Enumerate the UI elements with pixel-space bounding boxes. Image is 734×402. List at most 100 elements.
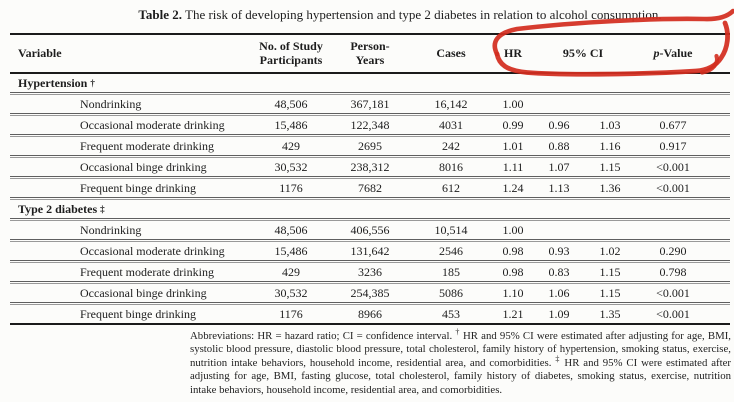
cell-ci-lower: 1.06 <box>548 285 570 300</box>
cell-hr: 1.00 <box>502 222 524 237</box>
row-divider <box>10 92 730 95</box>
double-dagger-symbol: ‡ <box>555 354 561 364</box>
cell-hr: 1.10 <box>502 285 524 300</box>
cell-ci-upper: 1.36 <box>599 180 621 195</box>
table-header-row: Variable No. of Study Participants Person… <box>10 35 730 72</box>
row-divider <box>10 239 730 242</box>
table-caption-text: The risk of developing hypertension and … <box>182 7 662 22</box>
cell-ci-lower: 1.13 <box>548 180 570 195</box>
data-table: Variable No. of Study Participants Person… <box>10 33 730 325</box>
table-row: Frequent moderate drinking 429 2695 242 … <box>10 137 730 155</box>
cell-hr: 1.00 <box>502 96 524 111</box>
cell-variable: Nondrinking <box>80 222 142 237</box>
table-rule-bottom <box>10 323 730 325</box>
section-header-row: Type 2 diabetes ‡ <box>18 201 105 216</box>
cell-participants: 30,532 <box>274 159 308 174</box>
cell-hr: 1.21 <box>502 306 524 321</box>
cell-ci-upper: 1.16 <box>599 138 621 153</box>
cell-ci-lower: 0.88 <box>548 138 570 153</box>
cell-variable: Frequent moderate drinking <box>80 264 214 279</box>
table-body: Hypertension † Nondrinking 48,506 367,181… <box>10 74 730 323</box>
cell-pvalue: <0.001 <box>656 159 690 174</box>
table-row: Occasional moderate drinking 15,486 122,… <box>10 116 730 134</box>
cell-person-years: 8966 <box>358 306 382 321</box>
cell-variable: Frequent binge drinking <box>80 306 196 321</box>
cell-pvalue: <0.001 <box>656 180 690 195</box>
cell-participants: 15,486 <box>274 243 308 258</box>
cell-hr: 0.99 <box>502 117 524 132</box>
cell-cases: 8016 <box>439 159 463 174</box>
section-name: Hypertension <box>18 75 88 90</box>
cell-cases: 5086 <box>439 285 463 300</box>
cell-ci-lower: 0.96 <box>548 117 570 132</box>
cell-pvalue: 0.798 <box>659 264 687 279</box>
table-rule-top <box>10 33 730 35</box>
table-row: Occasional binge drinking 30,532 238,312… <box>10 158 730 176</box>
table-row: Occasional binge drinking 30,532 254,385… <box>10 284 730 302</box>
cell-participants: 48,506 <box>274 96 308 111</box>
cell-participants: 1176 <box>279 180 303 195</box>
cell-ci-upper: 1.15 <box>599 159 621 174</box>
cell-ci-upper: 1.15 <box>599 285 621 300</box>
cell-person-years: 122,348 <box>350 117 390 132</box>
section-header-row: Hypertension † <box>18 75 95 90</box>
cell-variable: Occasional moderate drinking <box>80 243 225 258</box>
column-header-participants: No. of Study Participants <box>259 39 323 67</box>
row-divider <box>10 155 730 158</box>
cell-pvalue: 0.290 <box>659 243 687 258</box>
row-divider <box>10 281 730 284</box>
cell-variable: Occasional moderate drinking <box>80 117 225 132</box>
column-header-ci: 95% CI <box>562 45 604 60</box>
cell-hr: 1.11 <box>502 159 524 174</box>
dagger-symbol: † <box>455 327 460 337</box>
cell-hr: 1.24 <box>502 180 524 195</box>
cell-variable: Frequent moderate drinking <box>80 138 214 153</box>
cell-cases: 4031 <box>439 117 463 132</box>
cell-pvalue: <0.001 <box>656 285 690 300</box>
row-divider <box>10 260 730 263</box>
cell-person-years: 238,312 <box>350 159 390 174</box>
cell-pvalue: 0.677 <box>659 117 687 132</box>
cell-ci-lower: 0.83 <box>548 264 570 279</box>
cell-variable: Frequent binge drinking <box>80 180 196 195</box>
cell-variable: Occasional binge drinking <box>80 159 207 174</box>
cell-cases: 242 <box>442 138 460 153</box>
cell-hr: 0.98 <box>502 264 524 279</box>
cell-cases: 10,514 <box>434 222 468 237</box>
cell-participants: 429 <box>282 264 300 279</box>
cell-ci-lower: 1.09 <box>548 306 570 321</box>
table-caption: Table 2. The risk of developing hyperten… <box>70 7 730 23</box>
column-header-variable: Variable <box>18 45 62 60</box>
row-divider <box>10 302 730 305</box>
row-divider <box>10 134 730 137</box>
cell-ci-upper: 1.35 <box>599 306 621 321</box>
cell-ci-upper: 1.02 <box>599 243 621 258</box>
cell-person-years: 254,385 <box>350 285 390 300</box>
cell-cases: 16,142 <box>434 96 468 111</box>
table-row: Occasional moderate drinking 15,486 131,… <box>10 242 730 260</box>
cell-participants: 15,486 <box>274 117 308 132</box>
cell-cases: 453 <box>442 306 460 321</box>
cell-participants: 1176 <box>279 306 303 321</box>
table-rule-under-header <box>10 72 730 74</box>
column-header-pvalue: p-Value <box>653 45 693 60</box>
cell-person-years: 3236 <box>358 264 382 279</box>
cell-ci-lower: 1.07 <box>548 159 570 174</box>
cell-ci-lower: 0.93 <box>548 243 570 258</box>
table-row: Frequent moderate drinking 429 3236 185 … <box>10 263 730 281</box>
cell-cases: 2546 <box>439 243 463 258</box>
cell-ci-upper: 1.03 <box>599 117 621 132</box>
cell-person-years: 367,181 <box>350 96 390 111</box>
table-caption-label: Table 2. <box>138 7 182 22</box>
cell-pvalue: <0.001 <box>656 306 690 321</box>
cell-cases: 612 <box>442 180 460 195</box>
table-footnote: Abbreviations: HR = hazard ratio; CI = c… <box>190 327 732 396</box>
table-row: Frequent binge drinking 1176 8966 453 1.… <box>10 305 730 323</box>
table-row: Frequent binge drinking 1176 7682 612 1.… <box>10 179 730 197</box>
cell-pvalue: 0.917 <box>659 138 687 153</box>
cell-variable: Occasional binge drinking <box>80 285 207 300</box>
table-row: Nondrinking 48,506 367,181 16,142 1.00 <box>10 95 730 113</box>
column-header-hr: HR <box>504 45 522 60</box>
cell-cases: 185 <box>442 264 460 279</box>
